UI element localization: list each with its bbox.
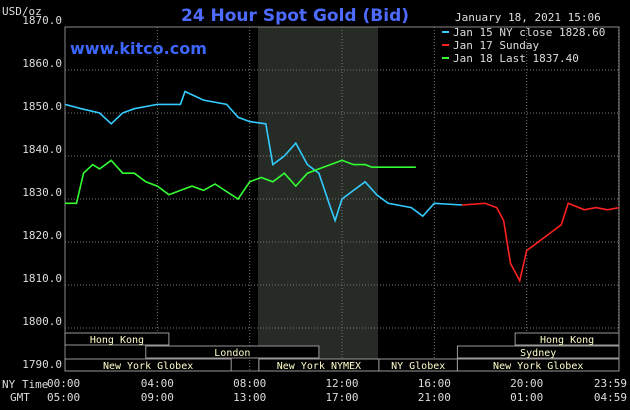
x-row-label: GMT [10, 391, 30, 404]
session-bar [145, 345, 320, 359]
timestamp: January 18, 2021 15:06 [455, 11, 601, 24]
session-bar [64, 358, 232, 372]
y-tick-label: 1830.0 [22, 186, 62, 199]
y-tick-label: 1850.0 [22, 100, 62, 113]
website: www.kitco.com [70, 39, 207, 58]
session-bar [64, 332, 170, 346]
session-label: Sydney [520, 348, 556, 359]
y-tick-label: 1840.0 [22, 143, 62, 156]
y-tick-label: 1860.0 [22, 57, 62, 70]
gmt-tick-label: 05:00 [47, 391, 80, 404]
price-line [461, 202, 620, 283]
session-label: New York NYMEX [277, 361, 361, 372]
session-bar [456, 345, 620, 359]
x-tick-label: 20:00 [510, 377, 543, 390]
session-label: London [214, 348, 250, 359]
session-label: Hong Kong [540, 335, 594, 346]
x-tick-label: 00:00 [47, 377, 80, 390]
x-tick-label: 16:00 [418, 377, 451, 390]
x-row-label: NY Time [2, 378, 48, 391]
legend-label: Jan 18 Last 1837.40 [453, 52, 579, 65]
gmt-tick-label: 01:00 [510, 391, 543, 404]
session-bar [456, 358, 620, 372]
legend-label: Jan 17 Sunday [453, 39, 539, 52]
legend-label: Jan 15 NY close 1828.60 [453, 26, 605, 39]
session-label: Hong Kong [90, 335, 144, 346]
price-line [65, 159, 416, 205]
y-tick-label: 1800.0 [22, 315, 62, 328]
gmt-tick-label: 21:00 [418, 391, 451, 404]
gmt-tick-label: 17:00 [325, 391, 358, 404]
session-label: New York Globex [103, 361, 193, 372]
chart-title: 24 Hour Spot Gold (Bid) [181, 6, 409, 26]
gmt-tick-label: 09:00 [141, 391, 174, 404]
y-tick-label: 1870.0 [22, 14, 62, 27]
y-tick-label: 1820.0 [22, 229, 62, 242]
y-tick-label: 1790.0 [22, 358, 62, 371]
x-tick-label: 08:00 [233, 377, 266, 390]
x-tick-label: 23:59 [594, 377, 627, 390]
session-label: NY Globex [391, 361, 445, 372]
x-tick-label: 04:00 [141, 377, 174, 390]
price-line [64, 90, 463, 223]
gmt-tick-label: 04:59 [594, 391, 627, 404]
session-label: New York Globex [493, 361, 583, 372]
y-tick-label: 1810.0 [22, 272, 62, 285]
session-bar [514, 332, 620, 346]
y-unit: USD/oz [2, 5, 42, 18]
gmt-tick-label: 13:00 [233, 391, 266, 404]
x-tick-label: 12:00 [325, 377, 358, 390]
